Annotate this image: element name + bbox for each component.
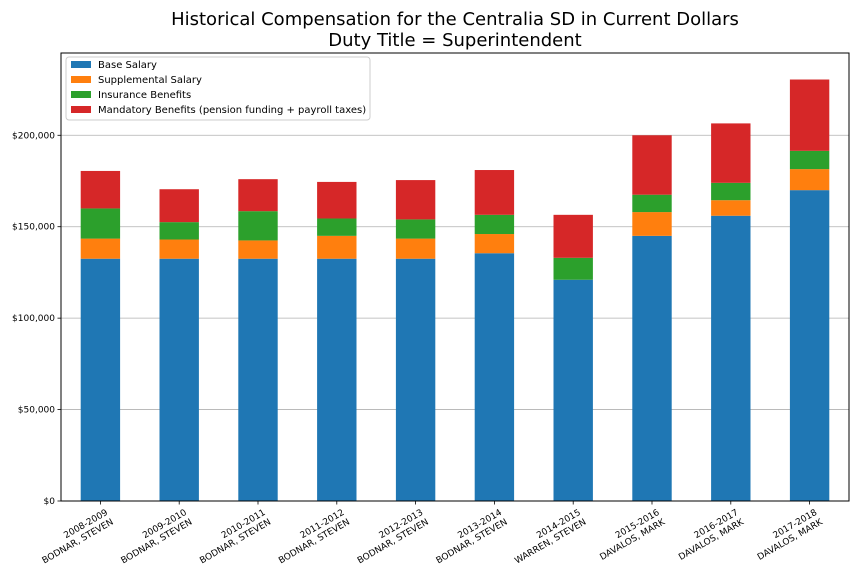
bar-segment [474, 170, 515, 215]
bar-segment [632, 194, 672, 213]
chart-subtitle: Duty Title = Superintendent [328, 30, 581, 51]
legend: Base Salary Supplemental Salary Insurance … [65, 56, 371, 121]
bar-segment [317, 218, 357, 236]
bar-segment [711, 215, 751, 501]
legend-label: Insurance Benefits [98, 90, 191, 101]
legend-box [65, 56, 371, 121]
bar-segment [711, 123, 751, 183]
bar-segment [789, 169, 830, 191]
legend-label: Supplemental Salary [98, 75, 202, 86]
bar-segment [159, 222, 199, 240]
bar-segment [553, 279, 593, 501]
bar-segment [159, 239, 199, 259]
y-tick-label: $50,000 [18, 406, 55, 416]
bar-segment [317, 258, 357, 501]
chart-title: Historical Compensation for the Centrali… [171, 9, 739, 30]
bar-segment [632, 212, 672, 236]
bar-segment [553, 257, 593, 280]
bar-segment [80, 238, 121, 259]
plot-frame [60, 52, 850, 502]
bar-segment [317, 235, 357, 259]
bar-segment [789, 150, 830, 170]
bar-segment [395, 238, 436, 259]
bar-segment [632, 135, 672, 195]
bar-segment [159, 258, 199, 501]
legend-swatch [71, 91, 91, 98]
legend-label: Base Salary [98, 60, 157, 71]
bar-segment [80, 208, 121, 239]
bar-segment [238, 211, 278, 241]
bar-segment [238, 240, 278, 259]
bar-segment [474, 253, 515, 501]
y-tick-label: $100,000 [12, 314, 55, 324]
legend-swatch [71, 106, 91, 113]
bar-segment [789, 190, 830, 501]
bar-segment [395, 219, 436, 239]
bars [80, 79, 830, 501]
y-axis: $0 $50,000 $100,000 $150,000 $200,000 [12, 131, 61, 507]
bar-segment [395, 258, 436, 501]
legend-swatch [71, 76, 91, 83]
bar-segment [474, 214, 515, 235]
bar-segment [317, 181, 357, 219]
bar-segment [711, 182, 751, 201]
y-tick-label: $0 [44, 497, 56, 507]
bar-segment [553, 214, 593, 258]
bar-segment [80, 258, 121, 501]
bar-segment [395, 180, 436, 220]
legend-swatch [71, 61, 91, 68]
bar-segment [632, 235, 672, 501]
bar-segment [80, 170, 121, 209]
y-tick-label: $150,000 [12, 223, 55, 233]
bar-segment [238, 179, 278, 212]
bar-segment [238, 258, 278, 501]
y-tick-label: $200,000 [12, 131, 55, 141]
bar-segment [474, 234, 515, 254]
bar-segment [789, 79, 830, 151]
legend-label: Mandatory Benefits (pension funding + pa… [98, 105, 366, 116]
bar-segment [159, 189, 199, 223]
bar-segment [711, 200, 751, 216]
